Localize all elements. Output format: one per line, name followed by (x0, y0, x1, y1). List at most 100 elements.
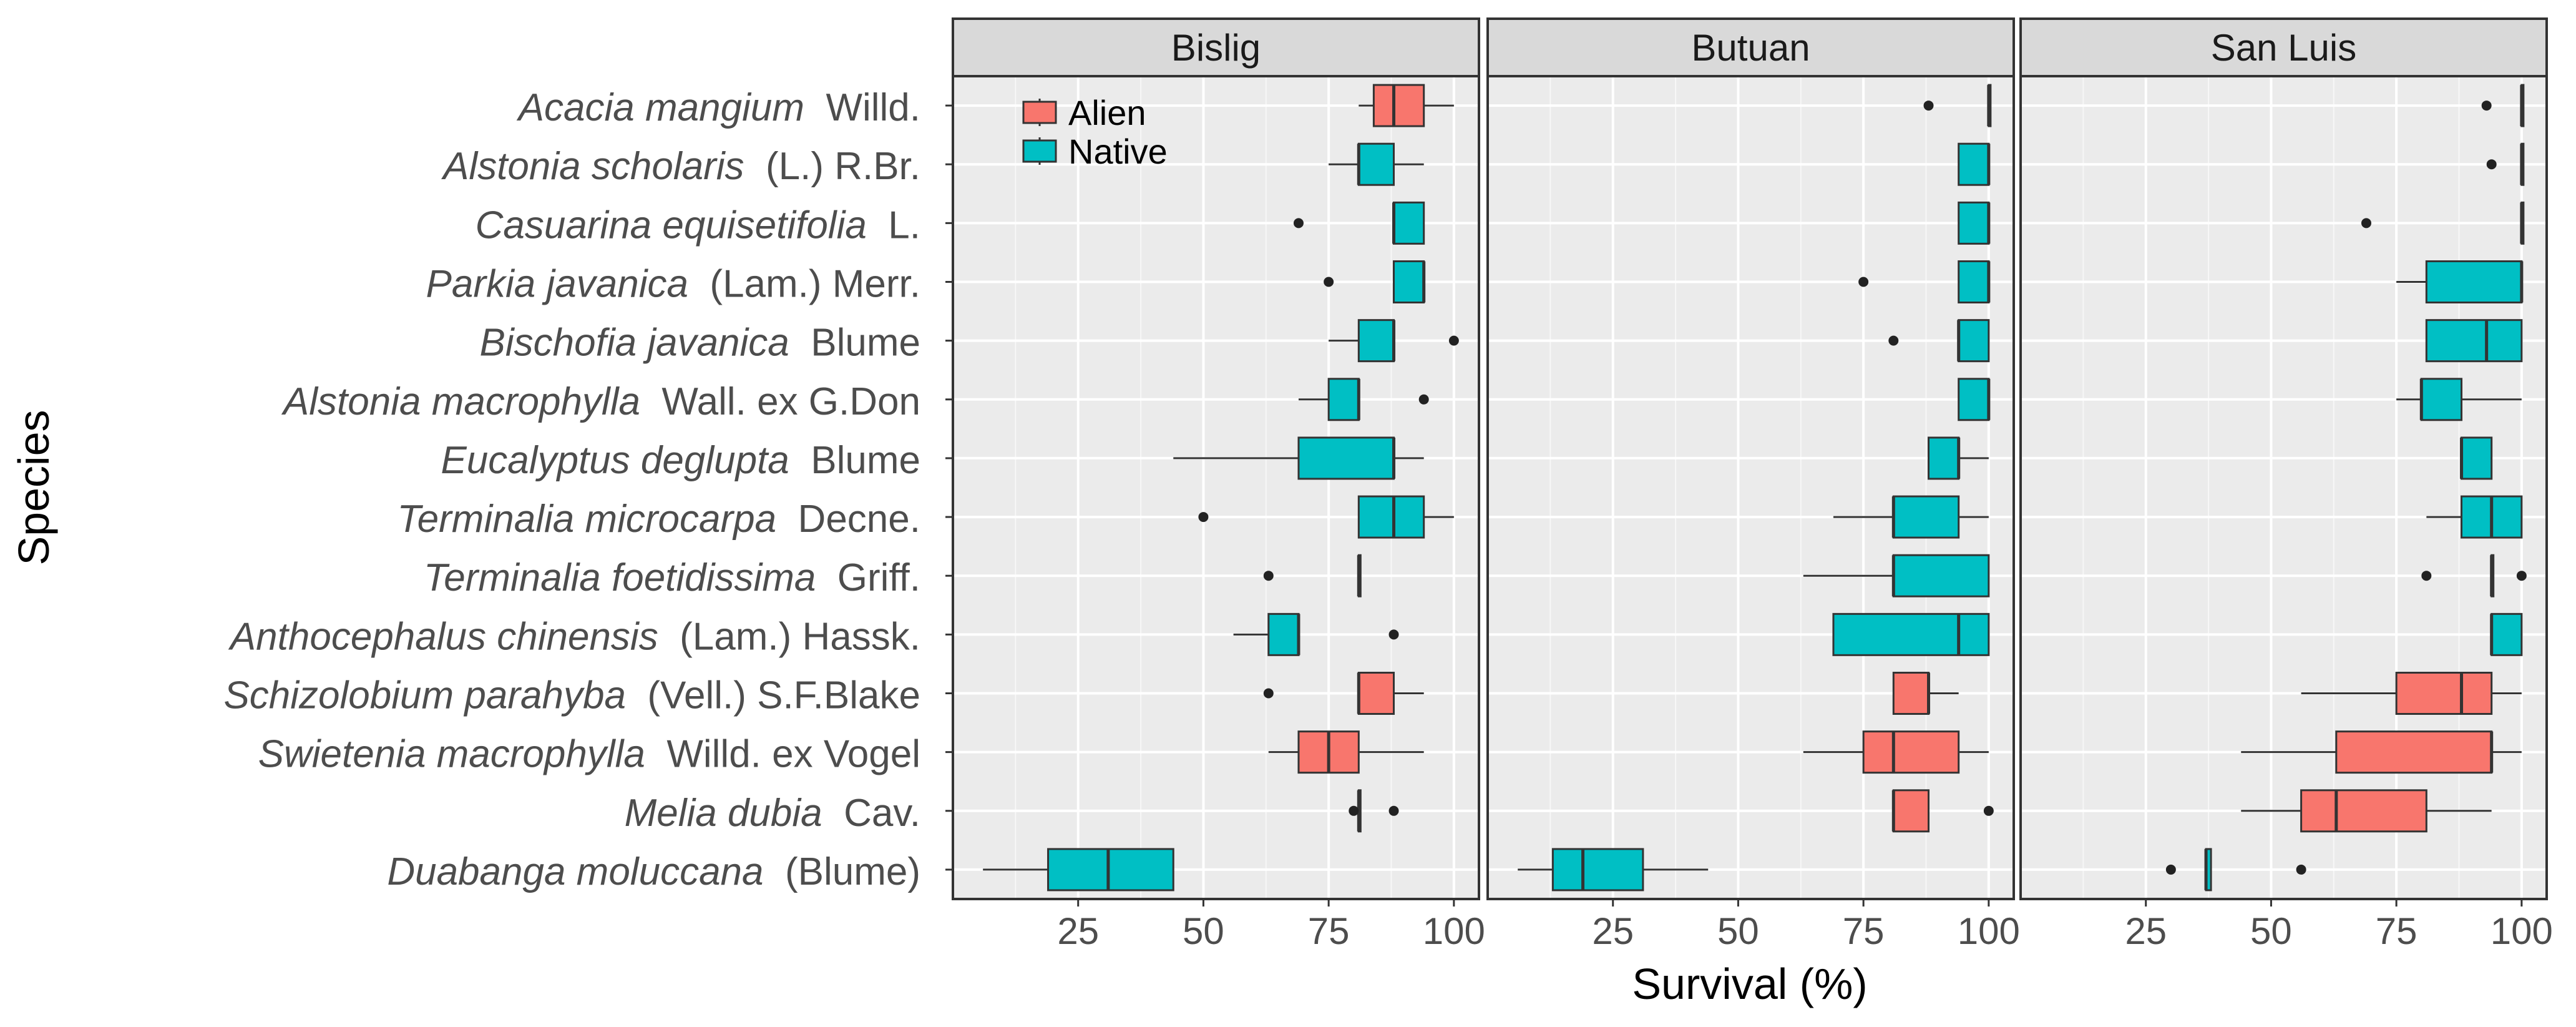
panel-title: Bislig (1171, 27, 1261, 69)
y-axis-title: Species (9, 410, 58, 565)
species-author: (Lam.) Hassk. (658, 615, 920, 658)
panel-border (2019, 75, 2548, 900)
box-body (2420, 378, 2463, 421)
box-13 (983, 848, 1174, 892)
outlier-point (1293, 218, 1304, 228)
legend-key-alien (1022, 101, 1057, 124)
box-body (2461, 436, 2493, 480)
box-13 (2165, 848, 2306, 892)
box-body (1892, 554, 1990, 597)
species-name: Eucalyptus deglupta (441, 439, 789, 482)
species-author: (Lam.) Merr. (688, 263, 920, 306)
box-0 (1923, 84, 1992, 127)
box-body (2300, 789, 2427, 833)
panel-bislig: Bislig 25 50 75 100 (952, 17, 1485, 952)
box-1 (1958, 142, 1991, 186)
species-author: Blume (789, 439, 920, 482)
box-body (1551, 848, 1644, 892)
species-author: Wall. ex G.Don (640, 380, 920, 423)
box-body (1892, 789, 1930, 833)
outlier-point (1324, 277, 1334, 287)
species-author: Blume (789, 322, 920, 365)
box-13 (1518, 848, 1709, 892)
box-body (1958, 378, 1990, 421)
species-label: Terminalia foetidissima Griff. (424, 556, 920, 599)
species-name: Parkia javanica (426, 263, 688, 306)
x-tick-label: 50 (1717, 910, 1759, 952)
x-tick-label: 25 (1057, 910, 1099, 952)
species-name: Anthocephalus chinensis (228, 615, 658, 658)
box-11 (2241, 730, 2522, 774)
plot-background (953, 76, 1479, 899)
outlier-point (1448, 335, 1459, 346)
box-3 (2396, 260, 2524, 303)
box-10 (1263, 672, 1424, 715)
box-6 (1173, 436, 1424, 480)
species-author: Willd. ex Vogel (645, 733, 920, 776)
box-0 (2481, 84, 2525, 127)
box-body (1862, 730, 1960, 774)
panel-san-luis: San Luis 25 50 75 100 (2019, 17, 2553, 952)
box-body (1357, 672, 1395, 715)
species-label: Bischofia javanica Blume (480, 322, 920, 365)
x-tick-label: 100 (1423, 910, 1485, 952)
box-7 (2426, 495, 2523, 539)
species-label: Terminalia microcarpa Decne. (398, 498, 921, 541)
species-label: Casuarina equisetifolia L. (476, 204, 920, 247)
species-label: Swietenia macrophylla Willd. ex Vogel (258, 733, 920, 776)
box-7 (1833, 495, 1989, 539)
species-name: Melia dubia (625, 792, 822, 835)
outlier-point (1923, 101, 1934, 111)
species-label: Alstonia scholaris (L.) R.Br. (441, 145, 920, 188)
panel-strip (1486, 17, 2015, 77)
box-body (1372, 84, 1425, 127)
panel-butuan: Butuan 25 50 75 100 (1486, 17, 2020, 952)
box-4 (1888, 319, 1990, 363)
outlier-point (1198, 512, 1209, 523)
box-9 (1233, 612, 1399, 656)
box-5 (2396, 378, 2522, 421)
box-8 (1263, 554, 1362, 597)
box-12 (1891, 789, 1994, 833)
box-2 (1958, 201, 1991, 245)
species-label: Schizolobium parahyba (Vell.) S.F.Blake (223, 674, 920, 717)
box-8 (1803, 554, 1990, 597)
species-name: Terminalia foetidissima (424, 556, 816, 599)
species-name: Duabanga moluccana (387, 850, 763, 893)
legend-label-native: Native (1068, 132, 1168, 171)
x-tick-label: 50 (2250, 910, 2292, 952)
box-body (1393, 260, 1425, 303)
panel-title: San Luis (2211, 27, 2357, 69)
x-tick-label: 25 (2125, 910, 2167, 952)
outlier-point (2421, 571, 2432, 581)
outlier-point (1263, 688, 1274, 699)
outlier-point (2165, 864, 2176, 875)
outlier-point (1388, 629, 1399, 640)
box-1 (2486, 142, 2525, 186)
x-tick-label: 75 (2376, 910, 2417, 952)
outlier-point (1388, 805, 1399, 816)
species-author: Cav. (822, 792, 920, 835)
outlier-point (2481, 101, 2492, 111)
species-name: Schizolobium parahyba (223, 674, 626, 717)
outlier-point (1263, 571, 1274, 581)
panel-border (1486, 75, 2015, 900)
box-8 (2421, 554, 2527, 597)
box-3 (1324, 260, 1426, 303)
x-tick-label: 100 (1958, 910, 2020, 952)
species-label: Parkia javanica (Lam.) Merr. (426, 263, 920, 306)
species-label: Eucalyptus deglupta Blume (441, 439, 920, 482)
outlier-point (1858, 277, 1869, 287)
box-12 (2241, 789, 2492, 833)
species-name: Casuarina equisetifolia (476, 204, 867, 247)
species-author: (Blume) (764, 850, 920, 893)
species-author: Decne. (776, 498, 920, 541)
box-2 (1293, 201, 1425, 245)
box-body (1327, 378, 1360, 421)
panel-border (952, 75, 1480, 900)
box-9 (2490, 612, 2523, 656)
species-label: Duabanga moluccana (Blume) (387, 850, 920, 893)
